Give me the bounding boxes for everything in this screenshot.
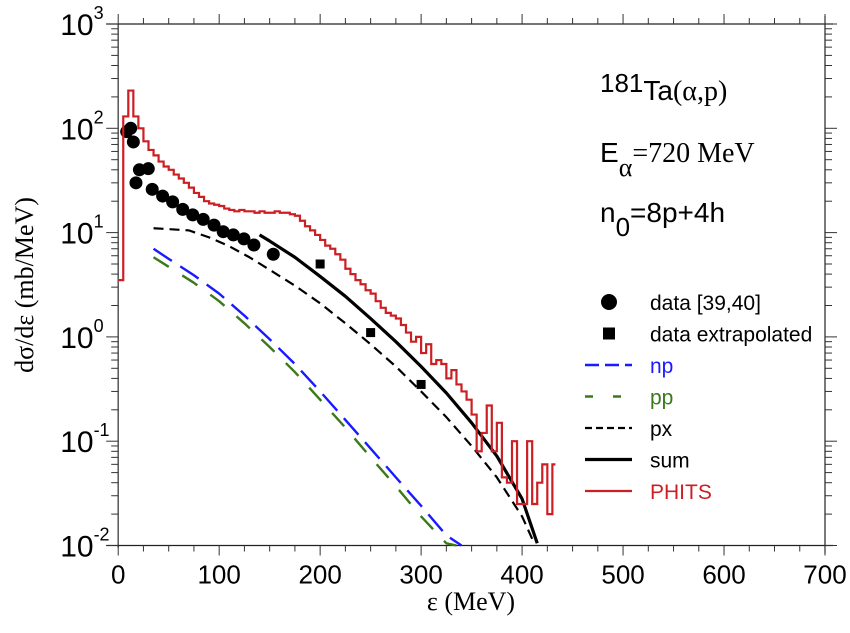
y-axis-ticks [106,23,837,546]
data-point-square [366,328,376,338]
y-axis-tick-labels: 10-2 10-1 100 101 102 103 [60,3,109,564]
data-point-circle [186,208,200,222]
legend-item-px: px [585,418,673,441]
legend-label: PHITS [650,481,712,504]
data-point-circle [226,228,240,242]
series-line-px [153,227,536,544]
legend-label: sum [650,450,690,473]
phits-histogram [118,89,556,516]
annotations: 181Ta(α,p) Eα=720 MeV n0=8p+4h [600,68,755,242]
legend-label: data [39,40] [650,292,761,315]
y-axis-label: dσ/dε (mb/MeV) [10,197,39,373]
legend-label: data extrapolated [650,324,812,347]
annotation-excitons: n0=8p+4h [600,197,725,242]
series-sum [258,233,539,544]
legend: data [39,40] data extrapolated np pp px sum PH… [585,292,812,504]
series-layer [118,89,556,547]
data-point-circle [129,176,143,190]
legend-item-data-extrapolated: data extrapolated [603,324,812,347]
legend-item-sum: sum [585,450,690,473]
data-point-circle [207,218,221,232]
x-tick-label: 200 [298,560,341,590]
data-point-circle [141,162,155,176]
y-tick-label: 100 [60,316,103,355]
data-point-circle [156,189,170,203]
y-tick-label: 10-2 [60,525,109,564]
annotation-reaction: 181Ta(α,p) [600,68,727,107]
x-tick-label: 600 [702,560,745,590]
x-axis-ticks [117,14,826,556]
series-phits [118,89,556,516]
x-tick-label: 500 [601,560,644,590]
y-tick-label: 102 [60,107,103,146]
series-px [153,227,536,544]
y-tick-label: 10-1 [60,420,109,459]
legend-label: px [650,418,673,441]
legend-item-pp: pp [585,387,673,410]
data-point-circle [145,182,159,196]
data-point-circle [196,212,210,226]
series-data-39-40 [120,121,280,261]
data-point-square [416,379,426,389]
data-point-circle [176,202,190,216]
legend-label: pp [650,387,673,410]
legend-symbol-square [603,327,615,340]
series-data-extrapolated [315,259,426,389]
x-tick-label: 700 [803,560,846,590]
data-point-circle [126,135,140,149]
data-point-circle [237,232,251,246]
x-tick-label: 300 [399,560,442,590]
series-np [152,247,463,547]
legend-label: np [650,355,673,378]
y-tick-label: 101 [60,212,103,251]
data-point-circle [247,238,261,252]
series-line-pp [152,256,457,547]
x-axis-label: ε (MeV) [427,587,515,616]
x-tick-label: 0 [111,560,125,590]
legend-item-np: np [585,355,673,378]
legend-item-phits: PHITS [585,481,712,504]
legend-item-data-39-40: data [39,40] [601,292,761,315]
y-tick-label: 103 [60,3,103,42]
series-line-np [152,247,463,547]
legend-symbol-circle [601,294,617,310]
data-point-circle [266,247,280,261]
data-point-circle [124,121,138,135]
data-point-square [315,259,325,269]
data-point-circle [216,225,230,239]
x-tick-label: 400 [500,560,543,590]
x-axis-tick-labels: 0 100 200 300 400 500 600 700 [111,560,847,590]
annotation-energy: Eα=720 MeV [600,137,755,182]
series-line-sum [258,233,539,544]
series-pp [152,256,457,547]
data-point-circle [166,195,180,209]
x-tick-label: 100 [197,560,240,590]
